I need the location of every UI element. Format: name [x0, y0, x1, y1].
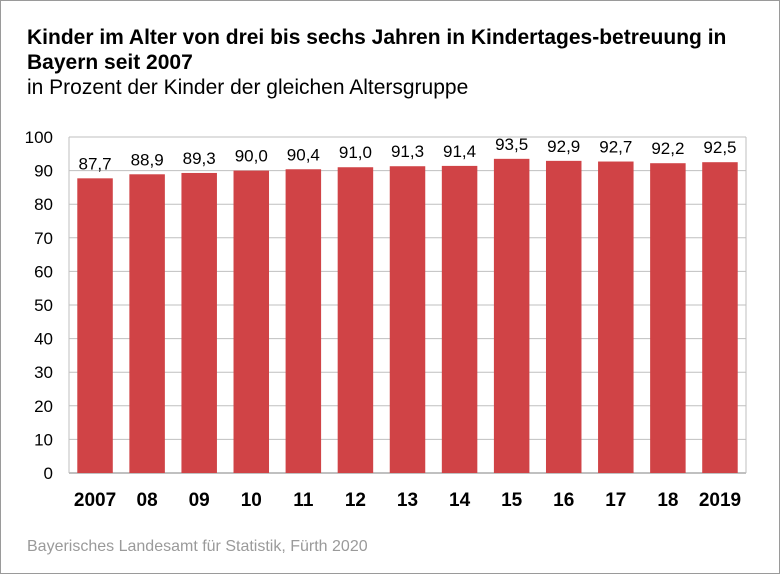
x-tick-label: 2007 — [74, 490, 116, 511]
bar — [493, 158, 530, 473]
x-tick-label: 15 — [501, 490, 523, 511]
bar-value-label: 93,5 — [495, 135, 528, 154]
x-tick-label: 11 — [293, 490, 314, 511]
bar — [337, 167, 374, 474]
x-axis-ticks: 2007 08 09 10 11 12 13 14 15 16 17 18 2019 — [74, 490, 741, 511]
bar — [389, 166, 426, 473]
source-note: Bayerisches Landesamt für Statistik, Für… — [27, 538, 368, 555]
bar-value-label: 92,5 — [703, 138, 736, 157]
value-labels: 87,7 88,9 89,3 90,0 90,4 91,0 91,3 91,4 93,5 92,9… — [78, 135, 736, 173]
bar-value-label: 89,3 — [183, 149, 216, 168]
bar — [129, 174, 165, 473]
bars — [77, 158, 738, 474]
x-tick-label: 2019 — [699, 490, 741, 511]
chart-title: Kinder im Alter von drei bis sechs Jahre… — [27, 26, 727, 74]
bar-value-label: 91,4 — [443, 142, 476, 161]
y-tick-label: 50 — [34, 296, 53, 315]
y-tick-label: 0 — [44, 464, 53, 483]
y-tick-label: 100 — [25, 128, 53, 147]
y-tick-label: 70 — [34, 229, 53, 248]
x-tick-label: 18 — [657, 490, 678, 511]
y-tick-label: 40 — [34, 330, 53, 349]
bar-value-label: 90,4 — [287, 145, 320, 164]
bar — [233, 170, 270, 473]
x-tick-label: 09 — [189, 490, 210, 511]
x-tick-label: 14 — [449, 490, 471, 511]
bar — [650, 163, 686, 473]
y-tick-label: 30 — [34, 363, 53, 382]
y-axis-ticks: 0 10 20 30 40 50 60 70 80 90 100 — [25, 128, 53, 483]
bar — [285, 169, 322, 474]
bar — [181, 172, 217, 473]
x-tick-label: 10 — [241, 490, 262, 511]
x-tick-label: 12 — [345, 490, 366, 511]
bar-value-label: 92,9 — [547, 137, 580, 156]
x-tick-label: 16 — [553, 490, 574, 511]
y-tick-label: 10 — [34, 430, 53, 449]
y-tick-label: 90 — [34, 162, 53, 181]
x-tick-label: 13 — [397, 490, 418, 511]
chart-subtitle: in Prozent der Kinder der gleichen Alter… — [27, 76, 469, 99]
bar-value-label: 92,2 — [651, 139, 684, 158]
bar — [702, 162, 738, 473]
y-tick-label: 80 — [34, 195, 53, 214]
x-tick-label: 17 — [605, 490, 626, 511]
bar-value-label: 90,0 — [235, 147, 268, 166]
y-tick-label: 60 — [34, 262, 53, 281]
bar-value-label: 88,9 — [131, 150, 164, 169]
bar — [545, 160, 582, 473]
bar-value-label: 91,3 — [391, 142, 424, 161]
bar — [441, 165, 478, 473]
x-tick-label: 08 — [137, 490, 158, 511]
y-tick-label: 20 — [34, 397, 53, 416]
bar — [77, 178, 113, 473]
bar-value-label: 87,7 — [78, 154, 111, 173]
bar-value-label: 91,0 — [339, 143, 372, 162]
bar — [598, 161, 634, 473]
bar-value-label: 92,7 — [599, 138, 632, 157]
